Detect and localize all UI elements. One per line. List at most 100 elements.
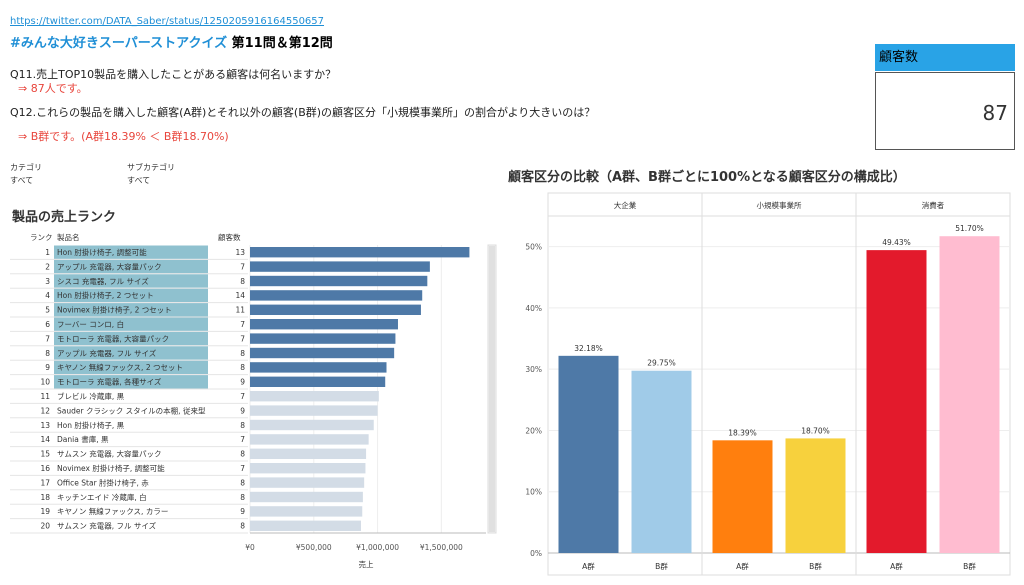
rank-cell: 16 (40, 464, 50, 473)
filter-subcategory-value[interactable]: すべて (127, 176, 151, 185)
rank-cell: 14 (40, 435, 50, 444)
x-tick-label: ¥500,000 (296, 543, 332, 552)
customer-count-cell: 8 (240, 493, 245, 502)
question-12: Q12.これらの製品を購入した顧客(A群)とそれ以外の顧客(B群)の顧客区分「小… (10, 106, 596, 119)
product-name-cell: アップル 充電器, 大容量パック (57, 261, 162, 271)
product-name-cell: Novimex 肘掛け椅子, 調整可能 (57, 463, 165, 473)
customer-count-cell: 8 (240, 277, 245, 286)
customer-count-cell: 8 (240, 421, 245, 430)
customer-count-cell: 7 (240, 435, 245, 444)
kpi-value: 87 (982, 101, 1008, 125)
sales-bar (250, 261, 430, 272)
segment-chart-title: 顧客区分の比較（A群、B群ごとに100%となる顧客区分の構成比） (508, 170, 906, 185)
panel-header: 小規模事業所 (757, 200, 802, 210)
product-cell-highlight (54, 303, 208, 317)
bar-value-label: 32.18% (574, 344, 603, 353)
sales-bar (250, 347, 395, 359)
question-11: Q11.売上TOP10製品を購入したことがある顧客は何名いますか？ (10, 68, 337, 81)
customer-count-cell: 7 (240, 464, 245, 473)
product-name-cell: キッチンエイド 冷蔵庫, 白 (57, 492, 147, 502)
rank-cell: 13 (40, 421, 50, 430)
rank-cell: 1 (45, 248, 50, 257)
customer-count-cell: 9 (240, 507, 245, 516)
customer-count-cell: 14 (235, 291, 245, 300)
y-tick-label: 0% (530, 549, 542, 558)
product-cell-highlight (54, 317, 208, 331)
col-header-customers: 顧客数 (218, 232, 241, 242)
segment-bar (866, 250, 927, 553)
customer-count-cell: 8 (240, 349, 245, 358)
rank-cell: 4 (45, 291, 50, 300)
segment-bar (631, 370, 692, 553)
sales-bar (250, 362, 387, 373)
plot-frame (547, 192, 1011, 576)
answer-12: ⇒ B群です。(A群18.39% ＜ B群18.70%) (18, 130, 229, 143)
segment-bar (785, 438, 846, 553)
rank-cell: 11 (40, 392, 50, 401)
product-name-cell: シスコ 充電器, フル サイズ (57, 276, 149, 286)
rank-cell: 10 (40, 378, 50, 387)
product-name-cell: Office Star 肘掛け椅子, 赤 (57, 477, 149, 487)
page-title: #みんな大好きスーパーストアクイズ 第11問＆第12問 (10, 32, 333, 51)
x-category-label: B群 (809, 561, 822, 571)
sales-bar (250, 491, 363, 503)
customer-count-cell: 8 (240, 363, 245, 372)
x-tick-label: ¥1,500,000 (420, 543, 463, 552)
panel-header: 消費者 (922, 200, 945, 210)
sales-rank-chart: ランク 製品名 顧客数 1 Hon 肘掛け椅子, 調整可能 13 2 アップル 充電器, 大容… (10, 232, 497, 569)
product-name-cell: モトローラ 充電器, 各種サイズ (57, 377, 162, 387)
product-cell-highlight (54, 245, 208, 259)
product-name-cell: Dania 書庫, 黒 (57, 434, 109, 444)
customer-count-cell: 7 (240, 392, 245, 401)
filter-category-label: カテゴリ (10, 163, 42, 172)
segment-bar (712, 440, 773, 553)
x-category-label: A群 (582, 561, 595, 571)
rank-cell: 5 (45, 306, 50, 315)
sales-bar (250, 477, 365, 488)
product-name-cell: Hon 肘掛け椅子, 調整可能 (57, 247, 147, 257)
customer-count-cell: 8 (240, 450, 245, 459)
rank-cell: 8 (45, 349, 50, 358)
scrollbar-thumb (489, 246, 495, 532)
customer-count-cell: 8 (240, 478, 245, 487)
y-tick-label: 40% (525, 304, 542, 313)
customer-count-cell: 9 (240, 378, 245, 387)
panel-header: 大企業 (614, 200, 637, 210)
rank-cell: 6 (45, 320, 50, 329)
kpi-card: 87 (875, 72, 1015, 150)
product-cell-highlight (54, 288, 208, 303)
product-cell-highlight (54, 346, 208, 360)
product-name-cell: サムスン 充電器, フル サイズ (57, 521, 157, 531)
title-text: 第11問＆第12問 (227, 36, 333, 51)
product-name-cell: サムスン 充電器, 大容量パック (57, 449, 162, 459)
y-tick-label: 20% (525, 426, 542, 435)
rank-cell: 15 (40, 450, 50, 459)
product-cell-highlight (54, 375, 208, 389)
x-category-label: A群 (736, 561, 749, 571)
sales-bar (250, 506, 363, 517)
sales-bar (250, 247, 470, 258)
rank-cell: 12 (40, 406, 50, 415)
sales-bar (250, 419, 374, 431)
sales-bar (250, 333, 396, 344)
y-tick-label: 50% (525, 243, 542, 252)
product-cell-highlight (54, 331, 208, 346)
y-tick-label: 30% (525, 365, 542, 374)
title-hashtag[interactable]: #みんな大好きスーパーストアクイズ (10, 36, 228, 51)
customer-count-cell: 9 (240, 406, 245, 415)
product-name-cell: ブレビル 冷蔵庫, 黒 (57, 391, 125, 401)
sales-bar (250, 434, 369, 445)
rank-cell: 20 (40, 522, 50, 531)
product-name-cell: Hon 肘掛け椅子, 黒 (57, 420, 125, 430)
col-header-rank: ランク (30, 233, 53, 242)
bar-value-label: 51.70% (955, 224, 984, 233)
source-link[interactable]: https://twitter.com/DATA_Saber/status/12… (10, 16, 325, 27)
rank-cell: 19 (40, 507, 50, 516)
product-name-cell: キヤノン 無線ファックス, 2 つセット (57, 362, 183, 372)
sales-bar (250, 376, 386, 387)
rank-cell: 18 (40, 493, 50, 502)
customer-count-cell: 11 (235, 306, 245, 315)
bar-value-label: 18.39% (728, 428, 757, 437)
filter-category-value[interactable]: すべて (10, 176, 34, 185)
segment-bar (939, 236, 1000, 553)
